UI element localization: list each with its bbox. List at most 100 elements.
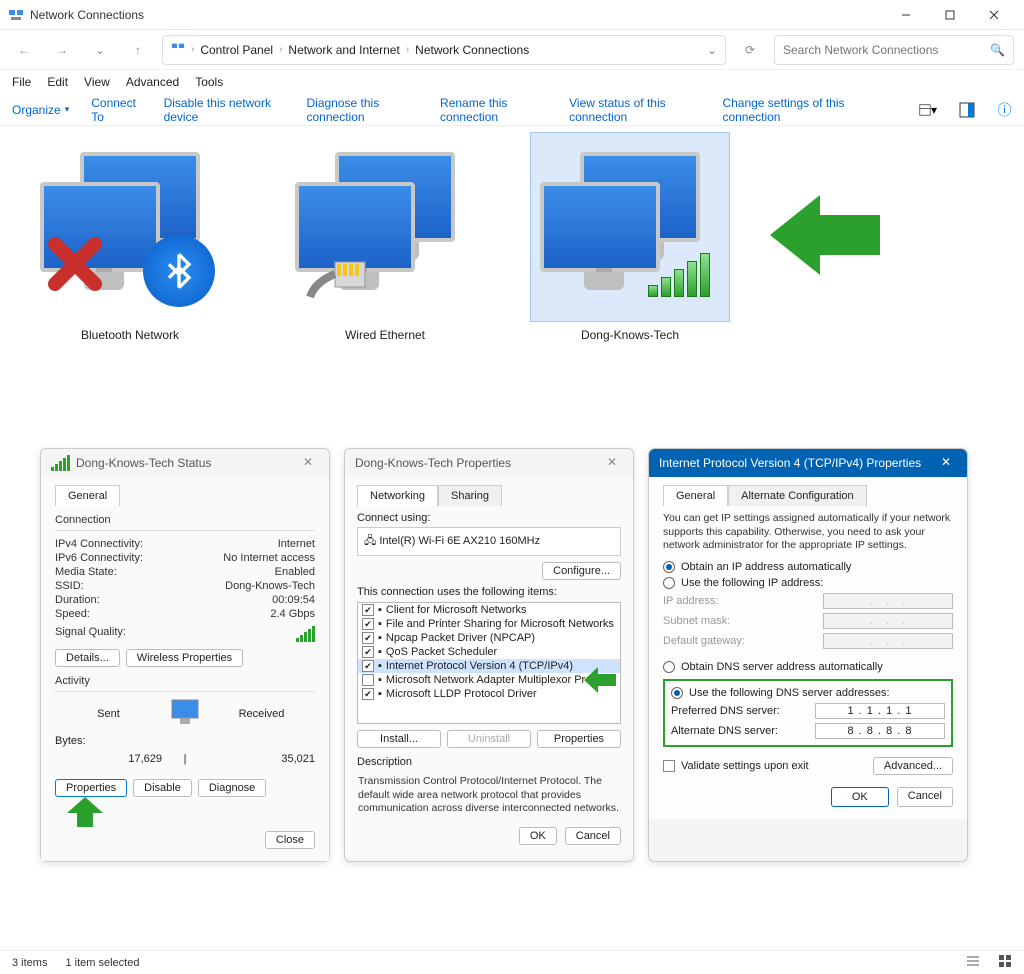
radio-manual-dns[interactable]	[671, 687, 683, 699]
breadcrumb-dropdown-icon[interactable]: ⌄	[707, 43, 717, 57]
properties-button[interactable]: Properties	[55, 779, 127, 797]
recent-button[interactable]: ⌄	[86, 36, 114, 64]
description-label: Description	[357, 756, 621, 768]
menu-advanced[interactable]: Advanced	[126, 75, 179, 89]
view-layout-icon[interactable]: ▾	[919, 101, 937, 119]
radio-manual-ip[interactable]	[663, 577, 675, 589]
view-grid-icon[interactable]	[998, 954, 1012, 971]
received-bytes-value: 35,021	[208, 753, 315, 765]
navbar: ← → ⌄ ↑ › Control Panel › Network and In…	[0, 30, 1024, 70]
close-icon[interactable]: ✕	[607, 455, 623, 471]
menubar: File Edit View Advanced Tools	[0, 70, 1024, 94]
organize-menu[interactable]: Organize ▾	[12, 103, 69, 117]
cmd-change-settings[interactable]: Change settings of this connection	[722, 96, 875, 124]
protocol-list-item[interactable]: ▪Microsoft Network Adapter Multiplexor P…	[358, 673, 620, 687]
breadcrumb-item[interactable]: Network and Internet	[288, 43, 399, 57]
protocol-list-item[interactable]: ▪Internet Protocol Version 4 (TCP/IPv4)	[358, 659, 620, 673]
protocol-checkbox[interactable]	[362, 674, 374, 686]
forward-button[interactable]: →	[48, 36, 76, 64]
protocol-list-item[interactable]: ▪QoS Packet Scheduler	[358, 645, 620, 659]
items-label: This connection uses the following items…	[357, 586, 621, 598]
protocol-list-item[interactable]: ▪Client for Microsoft Networks	[358, 603, 620, 617]
wireless-properties-button[interactable]: Wireless Properties	[126, 649, 243, 667]
menu-edit[interactable]: Edit	[47, 75, 68, 89]
details-button[interactable]: Details...	[55, 649, 120, 667]
uninstall-button[interactable]: Uninstall	[447, 730, 531, 748]
protocol-checkbox[interactable]	[362, 646, 374, 658]
ok-button[interactable]: OK	[519, 827, 557, 845]
item-properties-button[interactable]: Properties	[537, 730, 621, 748]
search-input[interactable]	[783, 43, 990, 57]
breadcrumb[interactable]: › Control Panel › Network and Internet ›…	[162, 35, 726, 65]
breadcrumb-item[interactable]: Network Connections	[415, 43, 529, 57]
received-label: Received	[208, 708, 315, 720]
search-box[interactable]: 🔍	[774, 35, 1014, 65]
connection-label: Dong-Knows-Tech	[520, 328, 740, 342]
close-icon[interactable]: ✕	[303, 455, 319, 471]
command-bar: Organize ▾ Connect To Disable this netwo…	[0, 94, 1024, 126]
cmd-connect-to[interactable]: Connect To	[91, 96, 141, 124]
protocol-checkbox[interactable]	[362, 632, 374, 644]
protocol-label: Microsoft LLDP Protocol Driver	[386, 688, 537, 700]
bluetooth-icon	[143, 235, 215, 307]
view-details-icon[interactable]	[966, 954, 980, 971]
help-text: You can get IP settings assigned automat…	[663, 512, 953, 553]
breadcrumb-item[interactable]: Control Panel	[200, 43, 273, 57]
protocol-checkbox[interactable]	[362, 660, 374, 672]
tab-alt-config[interactable]: Alternate Configuration	[728, 485, 867, 506]
alternate-dns-input[interactable]: 8 . 8 . 8 . 8	[815, 723, 945, 739]
protocol-label: File and Printer Sharing for Microsoft N…	[386, 618, 614, 630]
search-icon: 🔍	[990, 43, 1005, 57]
preferred-dns-input[interactable]: 1 . 1 . 1 . 1	[815, 703, 945, 719]
ip-address-input: . . .	[823, 593, 953, 609]
refresh-button[interactable]: ⟳	[736, 36, 764, 64]
disable-button[interactable]: Disable	[133, 779, 192, 797]
cancel-button[interactable]: Cancel	[565, 827, 621, 845]
menu-view[interactable]: View	[84, 75, 110, 89]
protocol-list-item[interactable]: ▪File and Printer Sharing for Microsoft …	[358, 617, 620, 631]
radio-auto-dns[interactable]	[663, 661, 675, 673]
menu-file[interactable]: File	[12, 75, 31, 89]
install-button[interactable]: Install...	[357, 730, 441, 748]
annotation-arrow-left-icon	[770, 190, 880, 283]
protocol-list-item[interactable]: ▪Microsoft LLDP Protocol Driver	[358, 687, 620, 701]
close-button[interactable]	[972, 1, 1016, 29]
close-icon[interactable]: ✕	[941, 455, 957, 471]
protocol-checkbox[interactable]	[362, 688, 374, 700]
advanced-button[interactable]: Advanced...	[873, 757, 953, 775]
connection-item-wifi[interactable]: Dong-Knows-Tech	[520, 132, 740, 342]
diagnose-button[interactable]: Diagnose	[198, 779, 266, 797]
help-icon[interactable]: ⓘ	[997, 101, 1012, 119]
cmd-view-status[interactable]: View status of this connection	[569, 96, 700, 124]
up-button[interactable]: ↑	[124, 36, 152, 64]
ok-button[interactable]: OK	[831, 787, 889, 807]
tab-networking[interactable]: Networking	[357, 485, 438, 506]
cmd-diagnose[interactable]: Diagnose this connection	[307, 96, 419, 124]
ethernet-plug-icon	[305, 252, 375, 302]
tab-sharing[interactable]: Sharing	[438, 485, 502, 506]
minimize-button[interactable]	[884, 1, 928, 29]
connection-item-ethernet[interactable]: Wired Ethernet	[275, 132, 495, 342]
close-button[interactable]: Close	[265, 831, 315, 849]
back-button[interactable]: ←	[10, 36, 38, 64]
protocol-checkbox[interactable]	[362, 604, 374, 616]
cancel-button[interactable]: Cancel	[897, 787, 953, 807]
preview-pane-icon[interactable]	[959, 101, 975, 119]
maximize-button[interactable]	[928, 1, 972, 29]
cmd-rename[interactable]: Rename this connection	[440, 96, 547, 124]
connection-item-bluetooth[interactable]: Bluetooth Network	[20, 132, 240, 342]
menu-tools[interactable]: Tools	[195, 75, 223, 89]
validate-checkbox[interactable]	[663, 760, 675, 772]
configure-button[interactable]: Configure...	[542, 562, 621, 580]
cmd-disable[interactable]: Disable this network device	[164, 96, 285, 124]
protocol-list[interactable]: ▪Client for Microsoft Networks▪File and …	[357, 602, 621, 724]
protocol-list-item[interactable]: ▪Npcap Packet Driver (NPCAP)	[358, 631, 620, 645]
protocol-label: Npcap Packet Driver (NPCAP)	[386, 632, 535, 644]
description-text: Transmission Control Protocol/Internet P…	[357, 774, 621, 817]
radio-auto-ip[interactable]	[663, 561, 675, 573]
protocol-checkbox[interactable]	[362, 618, 374, 630]
connections-area: Bluetooth Network Wired Ethernet Dong-Kn…	[0, 126, 1024, 446]
tab-general[interactable]: General	[663, 485, 728, 506]
tab-general[interactable]: General	[55, 485, 120, 506]
dialog-title: Dong-Knows-Tech Properties	[355, 456, 607, 470]
